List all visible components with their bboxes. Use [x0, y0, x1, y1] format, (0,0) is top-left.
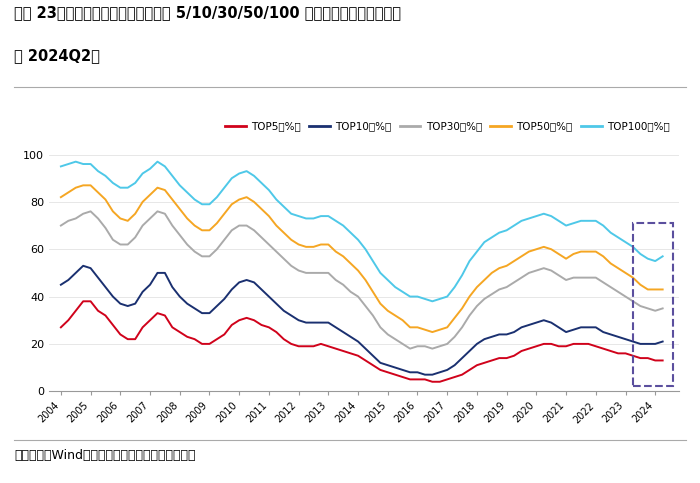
- Legend: TOP5（%）, TOP10（%）, TOP30（%）, TOP50（%）, TOP100（%）: TOP5（%）, TOP10（%）, TOP30（%）, TOP50（%）, T…: [220, 117, 674, 136]
- Bar: [633, 223, 673, 386]
- Text: 资料来源：Wind，兴业证券经济与金融研究院整理: 资料来源：Wind，兴业证券经济与金融研究院整理: [14, 449, 195, 462]
- Text: 至 2024Q2）: 至 2024Q2）: [14, 48, 100, 63]
- Text: 图表 23、主动偏股型基金持股市值前 5/10/30/50/100 大重仓股的市值占比（截: 图表 23、主动偏股型基金持股市值前 5/10/30/50/100 大重仓股的市…: [14, 5, 401, 20]
